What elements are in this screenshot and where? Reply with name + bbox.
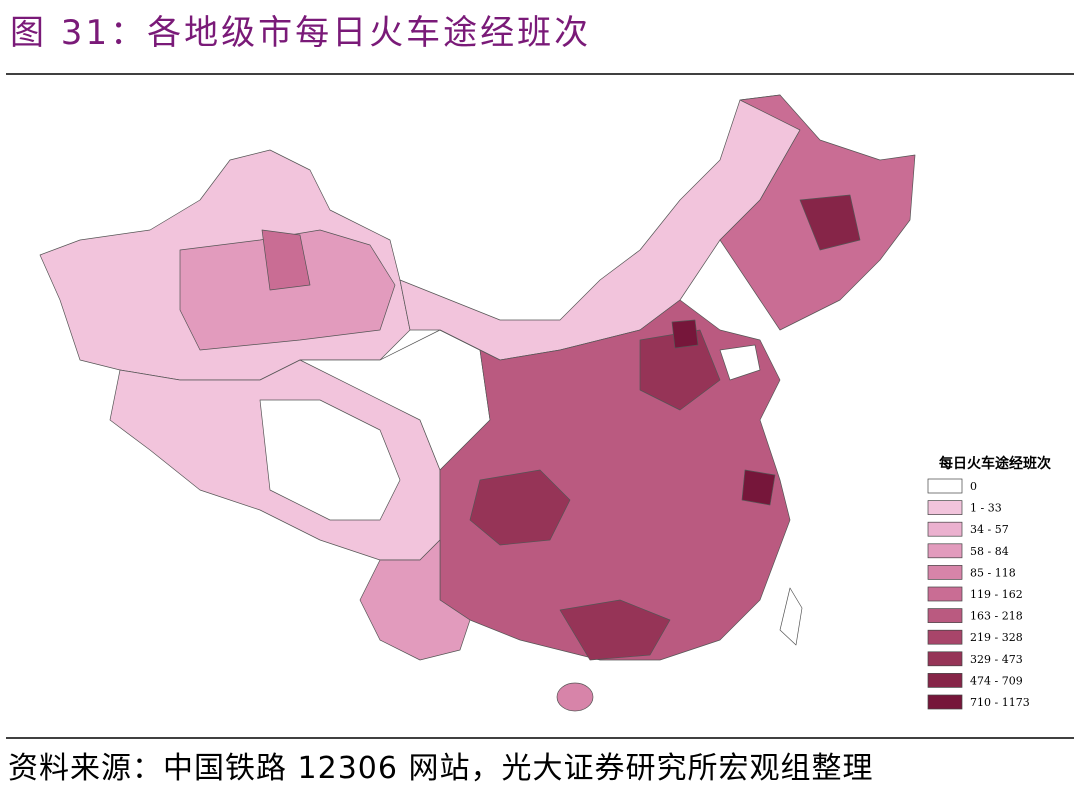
region-beijing	[671, 319, 699, 349]
region-harbin	[799, 194, 861, 251]
legend-label: 58 - 84	[970, 545, 1009, 558]
legend-label: 34 - 57	[970, 523, 1009, 536]
legend-label: 710 - 1173	[970, 696, 1030, 709]
legend-label: 119 - 162	[970, 588, 1023, 601]
legend-label: 1 - 33	[970, 502, 1002, 515]
region-shandong-sea	[719, 344, 761, 381]
figure-title: 图 31：各地级市每日火车途经班次	[10, 13, 591, 53]
legend-swatch	[927, 500, 963, 515]
legend-label: 474 - 709	[970, 674, 1023, 687]
region-hainan	[556, 682, 594, 712]
legend-swatch	[927, 521, 963, 537]
region-taiwan	[779, 587, 803, 646]
legend-label: 85 - 118	[970, 566, 1016, 579]
legend-label: 163 - 218	[970, 610, 1023, 623]
legend-swatch	[927, 651, 963, 667]
legend-swatch	[927, 694, 963, 710]
region-guangdong	[559, 599, 671, 661]
region-tibet-east	[259, 399, 401, 521]
legend-swatch	[927, 629, 963, 645]
region-yunnan	[359, 539, 471, 661]
source-note: 资料来源：中国铁路 12306 网站，光大证券研究所宏观组整理	[8, 751, 874, 786]
legend-swatch	[927, 673, 963, 688]
legend-swatch	[927, 586, 963, 602]
region-shanghai	[741, 469, 776, 506]
legend-swatch	[927, 565, 963, 580]
legend-label: 329 - 473	[970, 653, 1023, 666]
map	[39, 94, 916, 712]
region-urumqi	[261, 229, 311, 291]
legend-swatch	[927, 543, 963, 559]
legend-swatch	[927, 478, 963, 494]
legend: 每日火车途经班次 0 1 - 33 34 - 57 58 - 84 85 - 118 11…	[927, 455, 1051, 710]
legend-title: 每日火车途经班次	[939, 455, 1051, 472]
legend-label: 0	[970, 480, 977, 493]
legend-label: 219 - 328	[970, 631, 1023, 644]
legend-swatch	[927, 608, 963, 623]
region-sichuan-basin	[469, 469, 571, 546]
